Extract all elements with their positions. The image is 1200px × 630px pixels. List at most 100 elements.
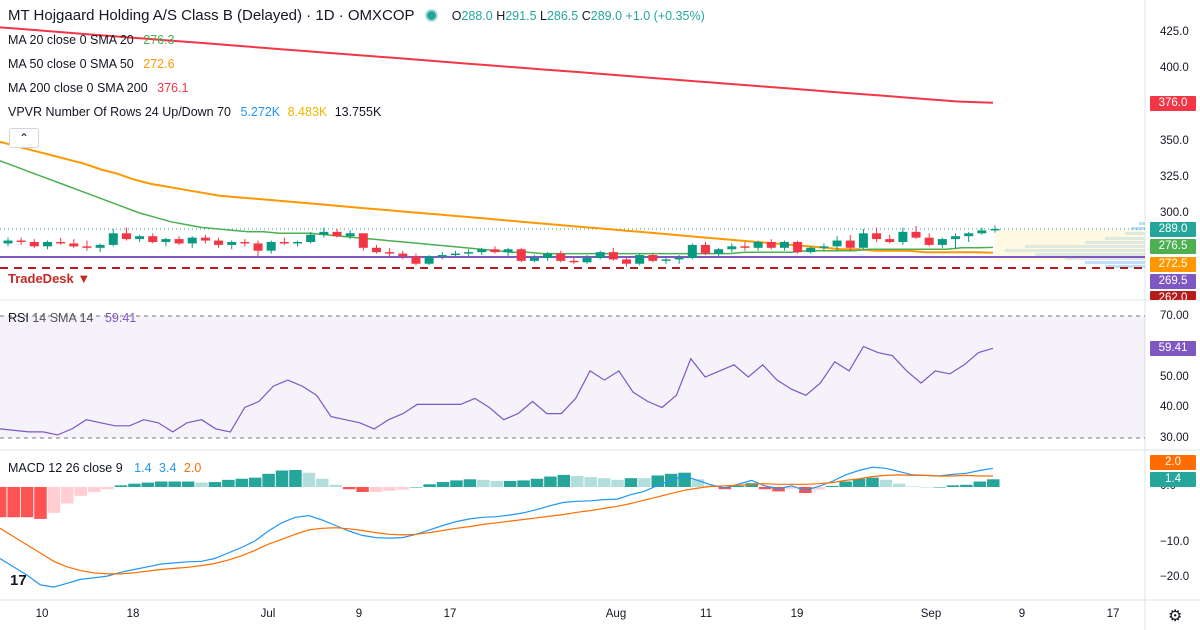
vpvr-down: 8.483K xyxy=(287,105,328,119)
tradedesk-watermark: TradeDesk ▼ xyxy=(8,271,90,286)
value-area-box xyxy=(995,230,1145,260)
ma200-legend[interactable]: MA 200 close 0 SMA 200 376.1 xyxy=(8,81,188,95)
vpvr-legend[interactable]: VPVR Number Of Rows 24 Up/Down 70 5.272K… xyxy=(8,105,381,119)
candle-body xyxy=(595,252,605,258)
macd-histogram-bar xyxy=(369,487,383,492)
time-tick: Sep xyxy=(920,608,942,620)
ma20-legend[interactable]: MA 20 close 0 SMA 20 276.3 xyxy=(8,33,175,47)
candle-body xyxy=(543,253,553,258)
macd-histogram-bar xyxy=(960,484,973,487)
macd-histogram-bar xyxy=(114,485,128,487)
macd-histogram-bar xyxy=(20,487,34,518)
candle-body xyxy=(69,243,79,247)
candle-body xyxy=(253,243,263,251)
vpvr-label: VPVR Number Of Rows 24 Up/Down 70 xyxy=(8,105,232,119)
candle-body xyxy=(872,233,882,240)
macd-histogram-bar xyxy=(651,475,665,487)
candle-body xyxy=(385,252,395,254)
candle-body xyxy=(964,233,974,237)
symbol-header[interactable]: MT Hojgaard Holding A/S Class B (Delayed… xyxy=(8,7,705,24)
time-tick: Jul xyxy=(260,608,276,620)
candle-body xyxy=(108,233,118,245)
macd-histogram-bar xyxy=(342,487,356,490)
market-status-icon xyxy=(424,9,438,22)
candle-body xyxy=(766,242,776,248)
macd-signal-value: 2.0 xyxy=(183,461,202,475)
candle-body xyxy=(622,259,632,264)
collapse-legend-button[interactable]: ⌃ xyxy=(9,128,39,148)
volume-profile-bar xyxy=(1131,227,1145,230)
candle-body xyxy=(266,242,276,251)
macd-histogram-bar xyxy=(128,483,141,487)
candle-body xyxy=(371,247,381,253)
candle-body xyxy=(911,231,921,238)
macd-histogram-bar xyxy=(74,487,88,496)
rsi-tick: 50.00 xyxy=(1160,371,1189,383)
time-tick: 18 xyxy=(126,608,140,620)
macd-histogram-bar xyxy=(248,477,262,487)
candle-body xyxy=(937,239,947,245)
candle-body xyxy=(898,231,908,242)
macd-histogram-bar xyxy=(141,482,155,487)
price-tick: 325.0 xyxy=(1160,171,1189,183)
macd-histogram-bar xyxy=(772,487,785,492)
macd-histogram-bar xyxy=(329,484,342,487)
ma50-legend[interactable]: MA 50 close 0 SMA 50 272.6 xyxy=(8,57,175,71)
candle-body xyxy=(424,256,434,264)
macd-signal-badge: 2.0 xyxy=(1150,455,1196,470)
candle-body xyxy=(148,236,158,242)
chevron-up-icon: ⌃ xyxy=(18,131,30,145)
macd-histogram-bar xyxy=(47,487,61,513)
candle-body xyxy=(569,260,579,263)
tradingview-logo-icon[interactable]: 17 xyxy=(10,572,27,589)
candle-body xyxy=(516,249,526,261)
price-tick: 300.0 xyxy=(1160,207,1189,219)
macd-histogram-bar xyxy=(530,478,544,487)
macd-histogram-bar xyxy=(222,479,235,487)
candle-body xyxy=(556,253,566,261)
candle-body xyxy=(819,246,829,248)
macd-histogram-bar xyxy=(571,476,584,487)
macd-histogram-bar xyxy=(973,481,987,487)
candle-body xyxy=(306,234,316,242)
macd-histogram-bar xyxy=(933,487,946,488)
candle-body xyxy=(174,239,184,244)
macd-histogram-bar xyxy=(409,487,423,488)
macd-histogram-bar xyxy=(7,487,20,518)
candle-body xyxy=(42,242,52,247)
time-tick: 17 xyxy=(443,608,457,620)
macd-histogram-bar xyxy=(396,487,410,490)
candle-body xyxy=(845,240,855,248)
macd-histogram-bar xyxy=(436,482,450,487)
macd-histogram-bar xyxy=(275,470,289,487)
close-value: 289.0 xyxy=(590,9,623,23)
candle-body xyxy=(793,242,803,253)
symbol-title[interactable]: MT Hojgaard Holding A/S Class B (Delayed… xyxy=(8,7,415,24)
macd-histogram-bar xyxy=(383,487,396,491)
macd-histogram-bar xyxy=(557,474,571,487)
macd-legend[interactable]: MACD 12 26 close 9 1.4 3.4 2.0 xyxy=(8,461,201,475)
macd-tick: −10.0 xyxy=(1160,536,1190,548)
rsi-band xyxy=(0,316,1145,438)
last-price-badge: 289.0 xyxy=(1150,222,1196,237)
time-tick: 10 xyxy=(35,608,49,620)
macd-histogram-bar xyxy=(0,487,7,518)
macd-histogram-bar xyxy=(302,472,316,487)
rsi-badge: 59.41 xyxy=(1150,341,1196,356)
ma50-price-badge: 272.5 xyxy=(1150,257,1196,272)
macd-histogram-bar xyxy=(208,482,222,487)
candle-body xyxy=(121,233,131,240)
macd-histogram-bar xyxy=(597,478,611,487)
time-tick: 9 xyxy=(1018,608,1026,620)
macd-histogram-bar xyxy=(946,485,960,487)
ma50-line xyxy=(0,140,994,254)
candle-body xyxy=(648,255,658,261)
settings-gear-icon[interactable]: ⚙ xyxy=(1168,608,1183,625)
candle-body xyxy=(437,255,447,257)
rsi-legend[interactable]: RSI 14 SMA 14 59.41 xyxy=(8,311,136,325)
candle-body xyxy=(279,242,289,244)
candle-body xyxy=(714,249,724,254)
purple-line-badge: 269.5 xyxy=(1150,274,1196,289)
time-tick: 17 xyxy=(1106,608,1120,620)
